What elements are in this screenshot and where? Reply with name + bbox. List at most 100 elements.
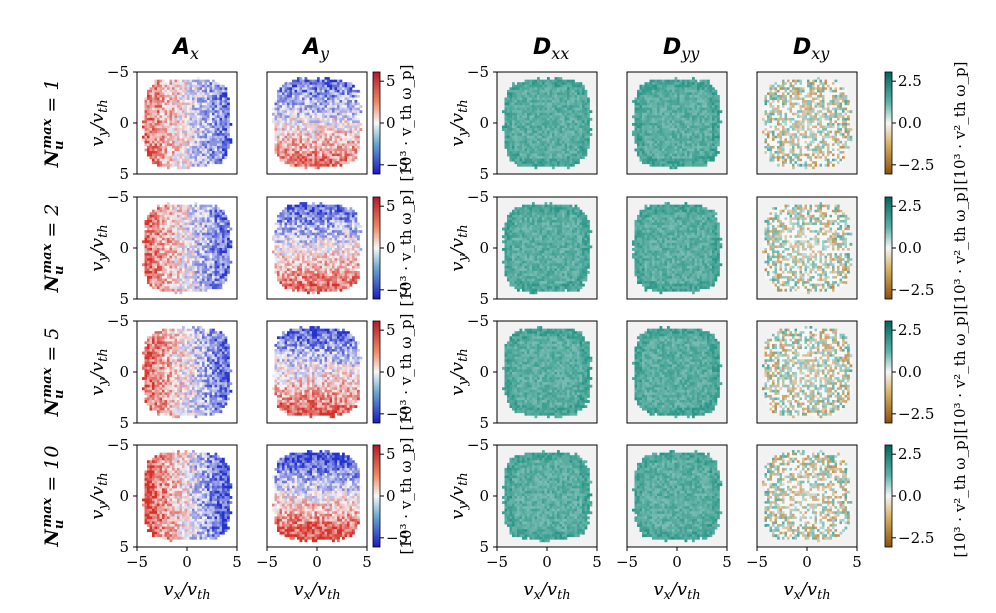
heatmap-ay-row-4: −5 0 5 vx/vth [256,444,372,603]
colorbar-tick-label: 5 [386,321,396,339]
heatmap-dyy-row-2 [626,196,728,300]
colorbar-tick-label: −2.5 [898,405,934,423]
y-axis-label: vy/vth [447,99,471,146]
panel-frame [756,71,858,175]
y-axis-label: vy/vth [87,348,111,395]
colorbar-tick-label: −5 [386,529,408,547]
colorbar-tick-label: −2.5 [898,529,934,547]
x-tick-label: 0 [802,553,812,571]
colorbar-label: [10³ · v²_th ω_p] [951,62,969,185]
colorbar-tick-label: −2.5 [898,156,934,174]
heatmap-ax-row-2: −5 0 5 vy/vth [87,188,238,308]
x-axis-label: vx/vth [163,579,210,603]
heatmap-dxy-row-1 [756,71,858,175]
heatmap-ay-row-1 [266,71,368,175]
panel-frame [266,320,368,424]
colorbar-tick-label: 0 [386,487,396,505]
heatmap-dyy-row-3 [626,320,728,424]
colorbar-tick-label: 2.5 [898,72,922,90]
heatmap-ax-row-3: −5 0 5 vy/vth [87,312,238,432]
y-tick-label: 0 [479,487,489,505]
heatmap-dxy-row-3 [756,320,858,424]
colorbar-label: [10³ · v_th ω_p] [397,65,415,182]
heatmap-dxy-row-4: −5 0 5 vx/vth [746,444,862,603]
x-axis-label: vx/vth [293,579,340,603]
x-tick-label: 5 [362,553,372,571]
y-tick-label: 0 [479,239,489,257]
colorbar-tick-label: −5 [386,156,408,174]
x-tick-label: 5 [852,553,862,571]
x-tick-label: 5 [592,553,602,571]
colorbar-a-row-4: 5 0 −5[10³ · v_th ω_p] [372,438,415,555]
colorbar-label: [10³ · v²_th ω_p] [951,311,969,434]
colorbar-d-row-2: 2.5 0.0 −2.5 [10³ · v²_th ω_p] [884,187,969,310]
heatmap-ax-row-1: −5 0 5 vy/vth [87,63,238,183]
colorbar-tick-label: 2.5 [898,445,922,463]
y-tick-label: −5 [467,436,489,454]
heatmap-ay-row-3 [266,320,368,424]
y-axis-label: vy/vth [447,472,471,519]
row-label-nmax-10: Numax = 10 [40,446,67,548]
colorbar-tick-label: −2.5 [898,281,934,299]
colorbar-tick-label: 5 [386,445,396,463]
y-tick-label: 0 [119,487,129,505]
heatmap-dxy-row-2 [756,196,858,300]
colorbar-tick-label: 0.0 [898,114,922,132]
y-tick-label: −5 [467,188,489,206]
y-tick-label: 0 [479,363,489,381]
heatmap-dyy-row-4: −5 0 5 vx/vth [616,444,732,603]
column-title-dxy: Dxy [793,35,830,63]
colorbar-tick-label: 0 [386,363,396,381]
colorbar-tick-label: 0.0 [898,363,922,381]
y-tick-label: −5 [107,436,129,454]
y-tick-label: −5 [107,312,129,330]
y-axis-label: vy/vth [87,472,111,519]
column-title-ay: Ay [301,35,330,63]
x-tick-label: 0 [312,553,322,571]
column-title-ax: Ax [171,35,199,63]
row-label-nmax-1: Numax = 1 [40,79,67,169]
heatmap-dxx-row-4: −5 0 5 vy/vth −5 0 5 vx/vth [447,436,602,603]
x-tick-label: −5 [126,553,148,571]
y-tick-label: −5 [107,188,129,206]
colorbar-tick-label: 0.0 [898,487,922,505]
colorbar-tick-label: 0 [386,114,396,132]
colorbar-label: [10³ · v_th ω_p] [397,438,415,555]
y-tick-label: 5 [479,290,489,308]
y-tick-label: 0 [119,239,129,257]
y-tick-label: 5 [119,538,129,556]
panel-frame [626,71,728,175]
x-tick-label: 0 [542,553,552,571]
x-axis-label: vx/vth [783,579,830,603]
x-tick-label: −5 [486,553,508,571]
colorbar-label: [10³ · v²_th ω_p] [951,187,969,310]
x-axis-label: vx/vth [653,579,700,603]
colorbar-tick-label: 0.0 [898,239,922,257]
panel-frame [266,71,368,175]
colorbar-tick-label: 5 [386,197,396,215]
colorbar-label: [10³ · v_th ω_p] [397,314,415,431]
y-tick-label: 0 [479,114,489,132]
x-tick-label: −5 [616,553,638,571]
y-axis-label: vy/vth [447,348,471,395]
y-tick-label: −5 [107,63,129,81]
x-tick-label: 5 [232,553,242,571]
colorbar-tick-label: 5 [386,72,396,90]
row-label-nmax-2: Numax = 2 [40,204,67,294]
y-axis-label: vy/vth [447,224,471,271]
y-axis-label: vy/vth [87,224,111,271]
x-tick-label: 0 [182,553,192,571]
x-axis-label: vx/vth [523,579,570,603]
colorbar-label: [10³ · v²_th ω_p] [951,435,969,558]
y-tick-label: 0 [119,363,129,381]
y-tick-label: 5 [479,165,489,183]
panel-frame [756,320,858,424]
heatmap-grid: Ax Ay Dxx Dyy Dxy Numax = 1 Numax = 2 Numax = 5… [40,35,969,603]
y-tick-label: 5 [479,414,489,432]
heatmap-dxx-row-1: −5 0 5 vy/vth [447,63,598,183]
heatmap-ay-row-2 [266,196,368,300]
x-tick-label: −5 [256,553,278,571]
colorbar-d-row-3: 2.5 0.0 −2.5 [10³ · v²_th ω_p] [884,311,969,434]
colorbar-d-row-1: 2.5 0.0 −2.5 [10³ · v²_th ω_p] [884,62,969,185]
heatmap-dxx-row-2: −5 0 5 vy/vth [447,188,598,308]
